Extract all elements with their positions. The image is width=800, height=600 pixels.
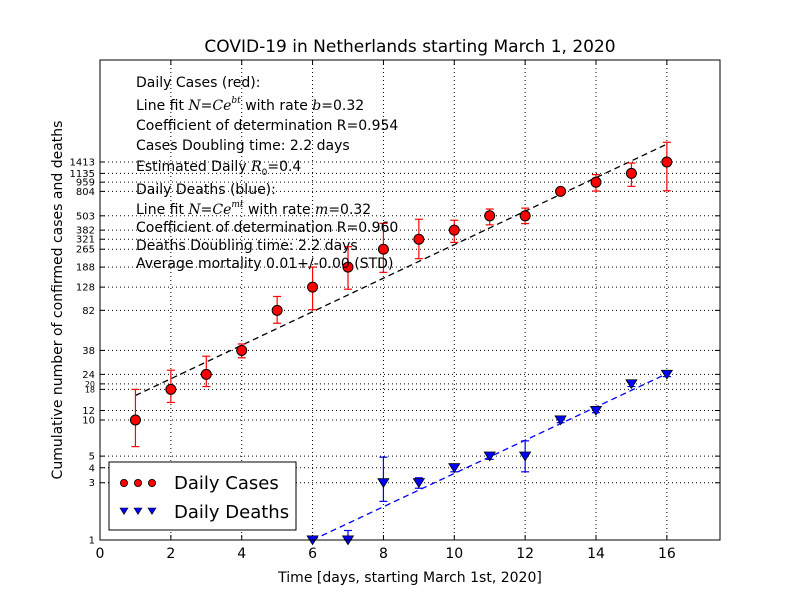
cases-fit-line: Line fit N=Cebt with rate b=0.32	[136, 96, 364, 114]
x-axis-label: Time [days, starting March 1st, 2020]	[277, 570, 542, 586]
deaths-point	[483, 451, 496, 462]
y-axis-label: Cumulative number of confirmed cases and…	[50, 121, 66, 480]
cases-point	[484, 210, 496, 222]
chart-title: COVID-19 in Netherlands starting March 1…	[204, 37, 615, 57]
x-tick-label: 12	[516, 546, 534, 562]
y-tick-label: 10	[82, 416, 95, 427]
data-marks	[129, 141, 674, 546]
x-tick-label: 16	[658, 546, 676, 562]
y-tick-label: 382	[76, 226, 95, 237]
deaths-mortality: Average mortality 0.01+/-0.00 (STD)	[136, 256, 393, 272]
y-tick-label: 321	[76, 235, 95, 246]
y-tick-label: 804	[76, 187, 95, 198]
y-tick-label: 503	[76, 211, 95, 222]
legend-cases-dot	[133, 478, 142, 487]
cases-point	[519, 210, 531, 222]
y-tick-label: 82	[82, 306, 95, 317]
y-tick-label: 3	[89, 478, 95, 489]
cases-point	[590, 176, 602, 188]
deaths-annotation: Daily Deaths (blue): Line fit N=Cemt wit…	[136, 182, 398, 272]
cases-point	[129, 414, 141, 426]
cases-r2: Coefficient of determination R=0.954	[136, 118, 398, 134]
x-tick-label: 0	[96, 546, 105, 562]
legend-marker-cases	[120, 478, 156, 487]
y-tick-label: 4	[89, 463, 95, 474]
legend-cases-dot	[147, 478, 156, 487]
cases-point	[271, 304, 283, 316]
legend-box	[108, 461, 297, 531]
x-tick-label: 14	[587, 546, 605, 562]
deaths-point	[625, 379, 638, 390]
x-tick-label: 2	[166, 546, 175, 562]
y-tick-label: 18	[85, 385, 95, 394]
cases-point	[200, 368, 212, 380]
deaths-point	[448, 463, 461, 474]
legend-cases-dot	[120, 478, 129, 487]
cases-annotation: Daily Cases (red): Line fit N=Cebt with …	[136, 75, 398, 178]
cases-heading: Daily Cases (red):	[136, 75, 260, 91]
deaths-point	[589, 405, 603, 416]
cases-point	[377, 243, 389, 255]
legend-label-deaths: Daily Deaths	[174, 502, 289, 523]
deaths-r2: Coefficient of determination R=0.960	[136, 220, 398, 236]
deaths-point	[377, 478, 390, 489]
x-tick-label: 6	[308, 546, 317, 562]
y-tick-label: 20	[85, 380, 95, 389]
y-tick-label: 12	[82, 406, 95, 417]
legend: Daily Cases Daily Deaths	[108, 461, 297, 531]
cases-point	[555, 185, 567, 197]
y-tick-label: 1135	[70, 169, 95, 180]
deaths-point	[554, 415, 567, 426]
plot-frame	[99, 59, 721, 541]
x-tick-label: 4	[237, 546, 246, 562]
x-tick-label: 8	[379, 546, 388, 562]
legend-deaths-triangle	[147, 507, 157, 515]
legend-label-cases: Daily Cases	[174, 473, 279, 494]
deaths-fit-line: Line fit N=Cemt with rate m=0.32	[136, 200, 371, 218]
cases-point	[165, 383, 177, 395]
y-tick-label: 38	[82, 346, 95, 357]
deaths-doubling: Deaths Doubling time: 2.2 days	[136, 238, 358, 254]
cases-point	[625, 167, 637, 179]
y-tick-label: 24	[82, 370, 95, 381]
cases-point	[342, 261, 354, 273]
y-tick-label: 188	[76, 263, 95, 274]
x-tick-labels: 0 2 4 6 8 10 12 14 16	[96, 546, 676, 562]
deaths-point	[660, 369, 674, 380]
deaths-point	[412, 478, 426, 489]
deaths-heading: Daily Deaths (blue):	[136, 182, 276, 198]
y-tick-label: 5	[89, 452, 95, 463]
cases-doubling: Cases Doubling time: 2.2 days	[136, 138, 350, 154]
cases-point	[236, 344, 248, 356]
y-tick-label: 1413	[70, 157, 95, 168]
y-tick-label: 959	[76, 178, 95, 189]
legend-deaths-triangle	[133, 507, 143, 515]
y-tick-label: 128	[76, 283, 95, 294]
cases-r0: Estimated Daily R0=0.4	[136, 159, 301, 178]
y-tick-label: 1	[89, 536, 95, 547]
x-tick-label: 10	[445, 546, 463, 562]
legend-marker-deaths	[119, 507, 157, 515]
cases-point	[413, 233, 425, 245]
grid-lines	[99, 60, 720, 541]
cases-fit-line	[135, 143, 668, 397]
cases-point	[307, 281, 319, 293]
cases-point	[448, 224, 460, 236]
legend-deaths-triangle	[119, 507, 129, 515]
cases-point	[661, 156, 673, 168]
deaths-point	[518, 451, 532, 462]
y-tick-label: 265	[76, 245, 95, 256]
